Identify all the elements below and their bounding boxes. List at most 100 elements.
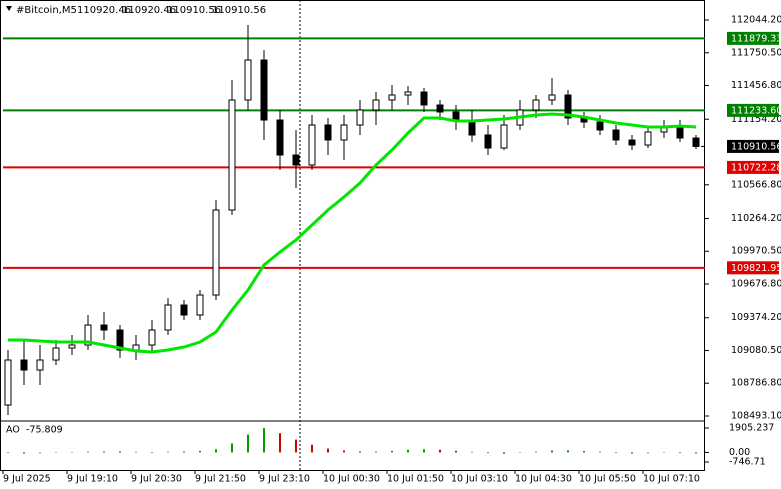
ao-bar	[615, 452, 617, 453]
y-tick-label: 110264.20	[731, 213, 781, 224]
ao-bar	[471, 451, 473, 453]
ao-bar	[151, 452, 153, 453]
candle-body	[628, 139, 636, 146]
y-tick-label: 109374.20	[731, 312, 781, 323]
ao-tick-label: -746.71	[729, 456, 766, 467]
ao-bar	[295, 439, 297, 453]
candle-body	[164, 304, 172, 331]
candle-body	[260, 59, 268, 121]
ao-bar	[71, 452, 73, 453]
candle-body	[20, 359, 28, 371]
ao-bar	[23, 452, 25, 454]
y-tick-label: 109970.50	[731, 246, 781, 257]
ao-bar	[423, 449, 425, 453]
x-tick-label: 9 Jul 20:30	[131, 474, 182, 485]
candle-body	[244, 59, 252, 101]
level-label: 111879.33	[731, 33, 781, 44]
ao-bar	[247, 434, 249, 453]
candle-body	[340, 124, 348, 141]
candle-body	[532, 99, 540, 111]
x-tick-label: 9 Jul 2025	[3, 474, 51, 485]
header-value: 110910.56	[167, 5, 221, 16]
candle-body	[548, 94, 556, 101]
candle-body	[308, 124, 316, 166]
ao-bar	[343, 450, 345, 453]
x-tick-label: 10 Jul 00:30	[323, 474, 380, 485]
x-tick-label: 10 Jul 04:30	[515, 474, 572, 485]
candle-body	[420, 91, 428, 106]
ao-bar	[375, 451, 377, 453]
ao-bar	[119, 451, 121, 453]
level-tag	[727, 103, 779, 117]
y-tick-label: 111750.50	[731, 47, 781, 58]
candle-body	[612, 129, 620, 141]
level-tag	[727, 261, 779, 275]
candle-body	[404, 91, 412, 96]
x-tick-label: 10 Jul 05:50	[579, 474, 636, 485]
ao-bar	[263, 428, 265, 453]
ao-bar	[551, 450, 553, 453]
candle-body	[212, 209, 220, 296]
y-tick-label: 109080.50	[731, 345, 781, 356]
candle-body	[196, 294, 204, 316]
ao-bar	[647, 452, 649, 454]
ao-bar	[311, 444, 313, 453]
ao-bar	[167, 451, 169, 453]
ao-bar	[183, 451, 185, 453]
ao-bar	[39, 452, 41, 454]
y-tick-label: 108786.80	[731, 378, 781, 389]
ao-bar	[567, 450, 569, 453]
ao-bar	[7, 452, 9, 454]
header-value: 110910.56	[212, 5, 266, 16]
ao-bar	[631, 452, 633, 454]
candle-body	[36, 359, 44, 371]
candle-body	[4, 359, 12, 406]
candle-body	[484, 134, 492, 149]
level-tag	[727, 31, 779, 45]
level-label: 111233.60	[731, 105, 781, 116]
candle-body	[692, 137, 700, 147]
candle-body	[52, 347, 60, 361]
ao-bar	[519, 452, 521, 453]
x-tick-label: 10 Jul 03:10	[451, 474, 508, 485]
candle-body	[372, 99, 380, 111]
ao-bar	[103, 451, 105, 453]
current-price-label: 110910.56	[731, 141, 781, 152]
ao-bar	[487, 452, 489, 454]
header-value: 110920.46	[122, 5, 176, 16]
candle-body	[276, 119, 284, 156]
ao-bar	[679, 452, 681, 454]
candle-body	[180, 304, 188, 316]
candle-body	[564, 94, 572, 119]
candle-body	[644, 131, 652, 146]
ao-bar	[359, 451, 361, 453]
level-label: 110722.28	[731, 162, 781, 173]
y-tick-label: 112044.20	[731, 15, 781, 26]
x-tick-label: 10 Jul 01:50	[387, 474, 444, 485]
plot-frame	[0, 0, 705, 471]
current-price-tag	[727, 139, 779, 153]
header-value: 110920.46	[77, 5, 131, 16]
ao-bar	[199, 450, 201, 453]
x-tick-label: 9 Jul 21:50	[195, 474, 246, 485]
ao-bar	[455, 450, 457, 453]
x-tick-label: 9 Jul 19:10	[67, 474, 118, 485]
candle-body	[116, 329, 124, 351]
ao-bar	[87, 451, 89, 453]
ao-bar	[407, 449, 409, 453]
level-tag	[727, 160, 779, 174]
ao-bar	[55, 452, 57, 453]
level-label: 109821.95	[731, 263, 781, 274]
ao-bar	[391, 450, 393, 453]
x-tick-label: 10 Jul 07:10	[643, 474, 700, 485]
ao-name: AO	[6, 425, 20, 436]
symbol: #Bitcoin,M5	[16, 5, 77, 16]
candle-body	[388, 94, 396, 101]
candle-body	[676, 127, 684, 139]
candle-body	[452, 111, 460, 121]
ao-bar	[503, 452, 505, 454]
candle-body	[228, 99, 236, 211]
ao-bar	[231, 443, 233, 453]
